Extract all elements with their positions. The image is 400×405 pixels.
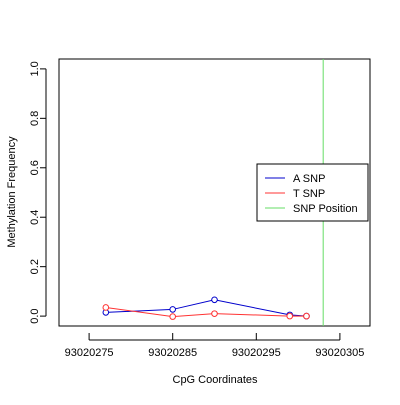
data-point: [102, 304, 110, 311]
legend-label: A SNP: [293, 173, 325, 185]
y-tick-label: 0.2: [29, 259, 41, 274]
data-point: [211, 310, 218, 317]
data-point: [303, 312, 310, 320]
legend-label: T SNP: [293, 188, 325, 200]
x-axis-label: CpG Coordinates: [173, 374, 258, 386]
legend-label: SNP Position: [293, 203, 358, 215]
y-tick-label: 0.4: [29, 210, 41, 225]
x-tick-label: 93020285: [148, 347, 197, 359]
data-point: [169, 313, 176, 320]
y-axis: 0.0 0.2 0.4 0.6 0.8 1.0: [29, 61, 47, 324]
x-tick-label: 93020305: [315, 347, 364, 359]
legend: A SNP T SNP SNP Position: [256, 163, 369, 222]
y-tick-label: 0.0: [29, 308, 41, 323]
plot-area-frame: [58, 58, 371, 327]
x-axis: 93020275 93020285 93020295 93020305: [65, 333, 364, 359]
y-axis-label: Methylation Frequency: [6, 136, 18, 248]
series-t-snp: [102, 304, 310, 320]
y-tick-label: 0.8: [29, 111, 41, 126]
data-point: [169, 306, 176, 313]
data-point: [211, 296, 218, 304]
x-tick-label: 93020295: [232, 347, 281, 359]
series-line: [105, 299, 307, 317]
y-tick-label: 0.6: [29, 160, 41, 175]
data-point: [286, 312, 294, 320]
series-layer: [102, 296, 310, 320]
x-tick-label: 93020275: [65, 347, 114, 359]
y-tick-label: 1.0: [29, 61, 41, 76]
